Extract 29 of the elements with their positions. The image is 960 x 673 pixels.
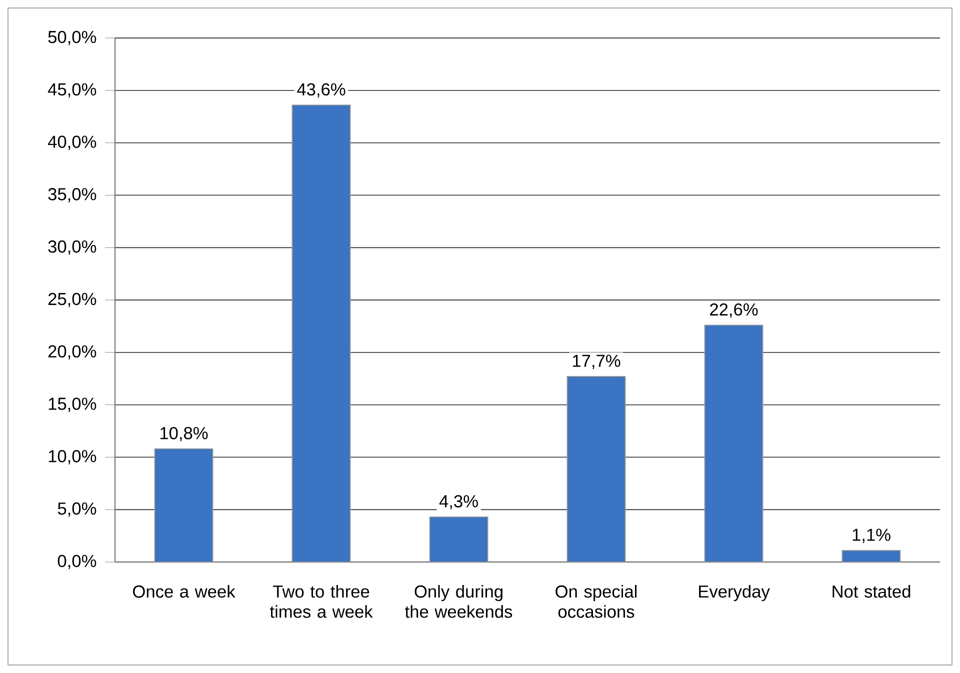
- data-label: 17,7%: [572, 354, 620, 369]
- y-tick-label: 30,0%: [48, 240, 96, 255]
- y-tick-label: 5,0%: [58, 502, 96, 517]
- bar: [842, 550, 901, 562]
- data-label: 1,1%: [852, 528, 890, 543]
- x-tick-label: On special occasions: [556, 584, 637, 618]
- y-tick-label: 15,0%: [48, 398, 96, 412]
- bar: [704, 324, 764, 562]
- y-tick-label: 40,0%: [48, 136, 96, 150]
- bar: [566, 376, 626, 562]
- y-tick-label: 10,0%: [48, 450, 96, 464]
- x-tick-label: Everyday: [699, 584, 770, 602]
- bar: [429, 516, 488, 562]
- y-tick-label: 50,0%: [48, 30, 96, 46]
- y-tick-label: 0,0%: [58, 554, 96, 570]
- x-tick-label: Two to three times a week: [270, 584, 373, 618]
- x-tick-label: Not stated: [832, 584, 910, 598]
- y-tick-label: 35,0%: [48, 188, 96, 202]
- y-tick-label: 25,0%: [48, 292, 96, 308]
- x-tick-label: Once a week: [133, 584, 236, 598]
- bar: [154, 448, 214, 562]
- bar: [292, 104, 351, 562]
- data-label: 10,8%: [160, 426, 208, 442]
- x-tick-label: Only during the weekends: [405, 584, 512, 618]
- data-label: 4,3%: [439, 495, 478, 510]
- y-tick-label: 45,0%: [48, 83, 96, 98]
- data-label: 22,6%: [710, 303, 758, 318]
- data-label: 43,6%: [297, 83, 346, 98]
- y-tick-label: 20,0%: [48, 345, 96, 360]
